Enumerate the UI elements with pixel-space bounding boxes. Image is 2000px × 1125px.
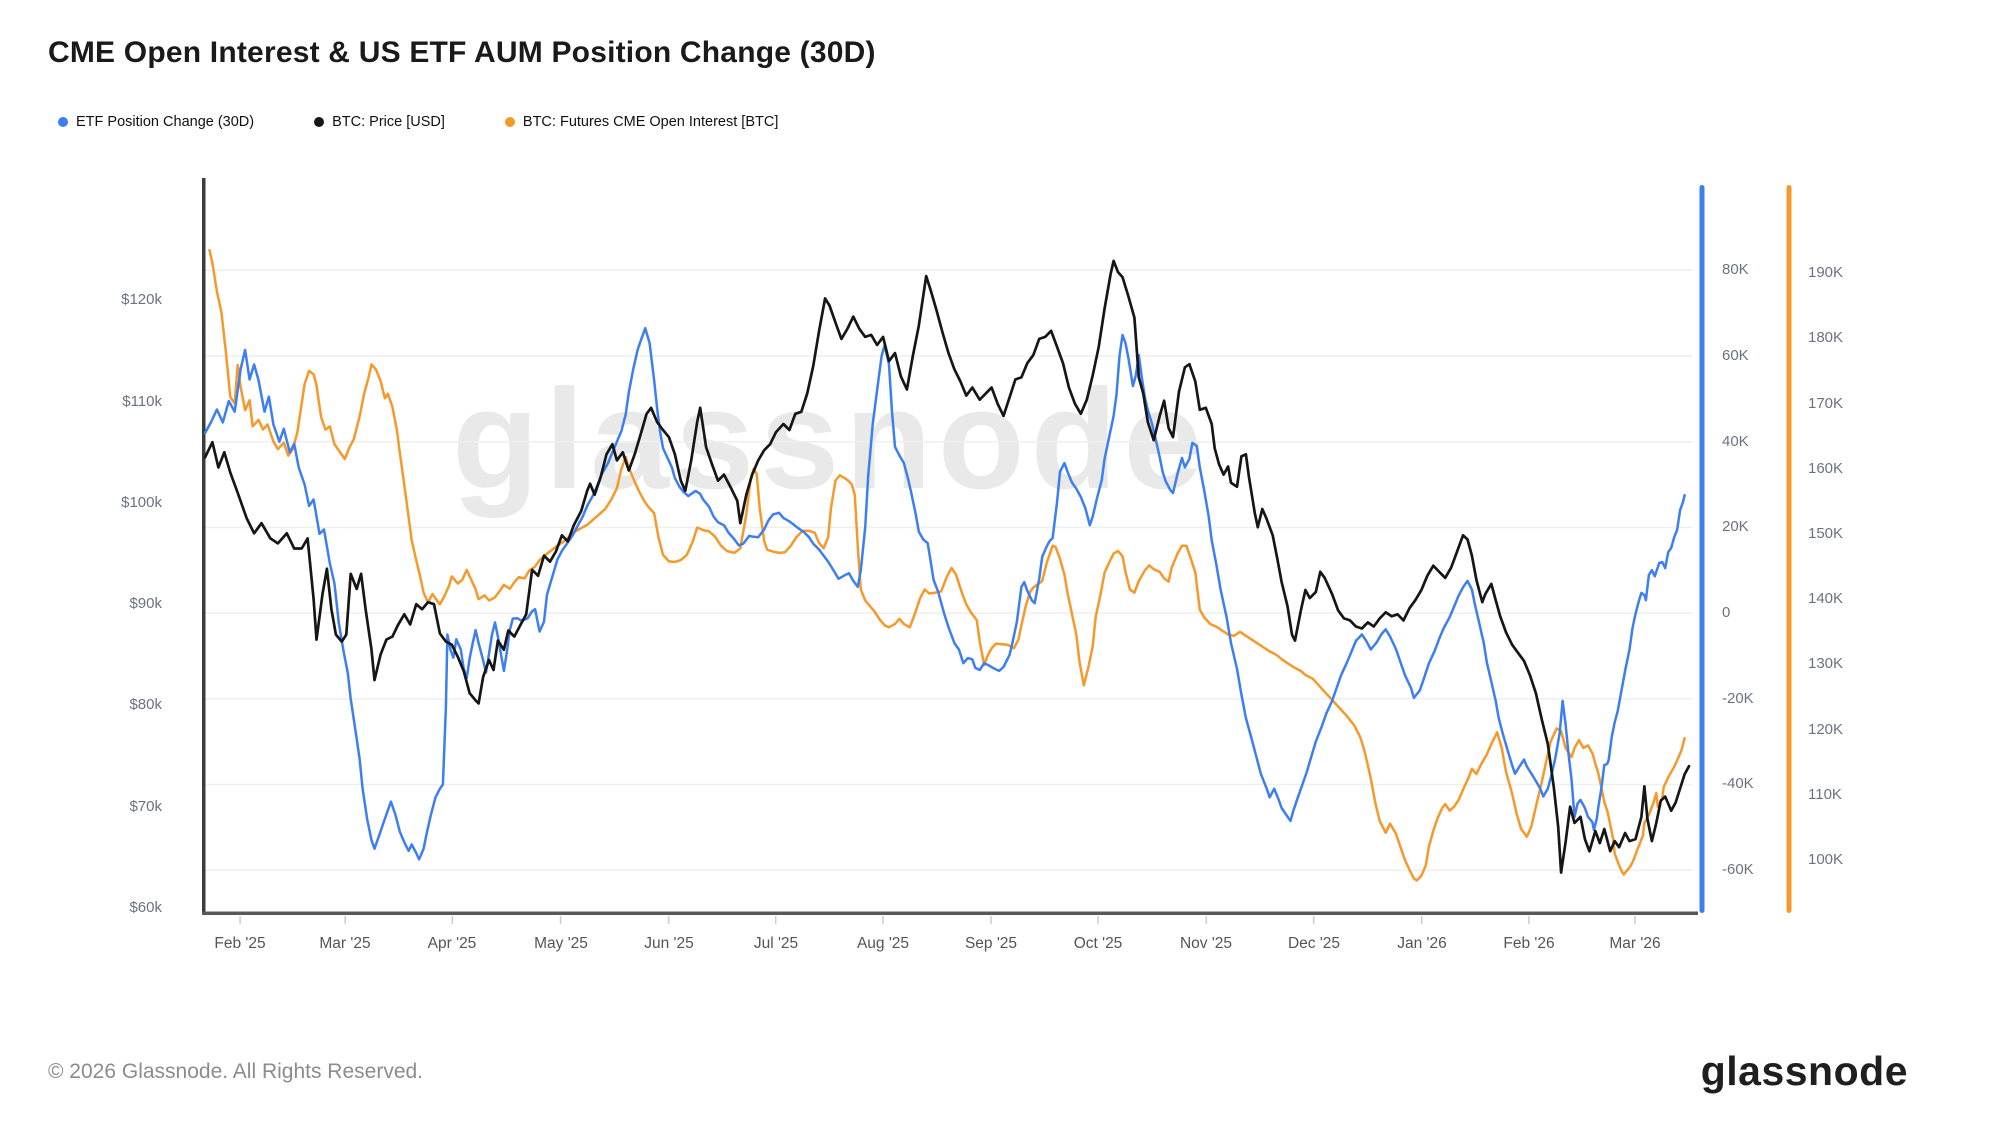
oi-tick-label: 100K — [1808, 851, 1844, 868]
legend-dot-black-icon — [314, 117, 325, 127]
legend-dot-orange-icon — [504, 117, 515, 127]
series-lines — [203, 248, 1691, 882]
price-tick-label: $80k — [129, 696, 162, 713]
x-tick-label: Mar '26 — [1609, 935, 1661, 952]
etf-tick-label: -60K — [1722, 861, 1754, 878]
etf-tick-label: -40K — [1722, 775, 1754, 792]
etf-tick-label: 60K — [1722, 347, 1749, 364]
price-tick-label: $110k — [122, 393, 162, 410]
oi-tick-label: 120K — [1808, 721, 1844, 738]
price-tick-label: $70k — [129, 798, 162, 815]
legend-label: ETF Position Change (30D) — [76, 114, 255, 130]
price-tick-label: $90k — [129, 595, 162, 612]
legend-item-btc-price[interactable]: BTC: Price [USD] — [314, 114, 445, 130]
page-title: CME Open Interest & US ETF AUM Position … — [48, 36, 876, 69]
x-tick-label: Mar '25 — [319, 935, 371, 952]
oi-tick-label: 110K — [1808, 786, 1842, 803]
legend-label: BTC: Price [USD] — [332, 114, 445, 130]
x-tick-label: Oct '25 — [1073, 935, 1123, 952]
legend-label: BTC: Futures CME Open Interest [BTC] — [522, 114, 779, 130]
x-tick-label: Jul '25 — [753, 935, 799, 952]
x-tick-label: Feb '26 — [1503, 935, 1555, 952]
etf-axis-bar — [1699, 185, 1705, 913]
x-tick-label: May '25 — [534, 935, 588, 952]
x-tick-label: Jun '25 — [644, 935, 694, 952]
x-tick-label: Jan '26 — [1397, 935, 1447, 952]
price-tick-label: $60k — [129, 899, 162, 916]
x-axis-tick-marks — [239, 916, 1636, 924]
legend: ETF Position Change (30D) BTC: Price [US… — [58, 114, 778, 130]
series-line-etf[interactable] — [203, 326, 1686, 861]
oi-axis-bar — [1786, 185, 1792, 913]
legend-item-etf-position-change[interactable]: ETF Position Change (30D) — [58, 114, 254, 130]
oi-tick-label: 170K — [1808, 395, 1844, 412]
oi-tick-label: 190K — [1808, 264, 1844, 281]
oi-tick-label: 180K — [1808, 329, 1844, 346]
oi-tick-label: 160K — [1808, 460, 1844, 477]
gridlines — [205, 269, 1692, 871]
series-line-price[interactable] — [203, 259, 1691, 874]
etf-tick-label: -20K — [1722, 690, 1754, 707]
etf-tick-label: 40K — [1722, 433, 1749, 450]
etf-tick-label: 0 — [1722, 604, 1731, 621]
x-tick-label: Sep '25 — [964, 935, 1018, 952]
legend-item-cme-open-interest[interactable]: BTC: Futures CME Open Interest [BTC] — [504, 114, 779, 130]
oi-tick-label: 150K — [1808, 525, 1844, 542]
x-tick-label: Feb '25 — [214, 935, 266, 952]
glassnode-logo: glassnode — [1700, 1048, 1908, 1094]
legend-dot-blue-icon — [58, 117, 68, 127]
etf-tick-label: 80K — [1722, 261, 1749, 278]
left-axis-spine — [202, 178, 206, 915]
bottom-axis-line — [202, 911, 1698, 915]
oi-tick-label: 130K — [1808, 655, 1844, 672]
x-tick-label: Aug '25 — [856, 935, 910, 952]
price-tick-label: $100k — [121, 494, 162, 511]
copyright-text: © 2026 Glassnode. All Rights Reserved. — [48, 1060, 424, 1083]
oi-tick-label: 140K — [1808, 590, 1844, 607]
etf-tick-label: 20K — [1722, 518, 1749, 535]
series-line-oi[interactable] — [208, 248, 1686, 882]
price-tick-label: $120k — [121, 291, 162, 308]
x-tick-label: Apr '25 — [427, 935, 477, 952]
x-tick-label: Nov '25 — [1179, 935, 1233, 952]
x-tick-label: Dec '25 — [1287, 935, 1341, 952]
